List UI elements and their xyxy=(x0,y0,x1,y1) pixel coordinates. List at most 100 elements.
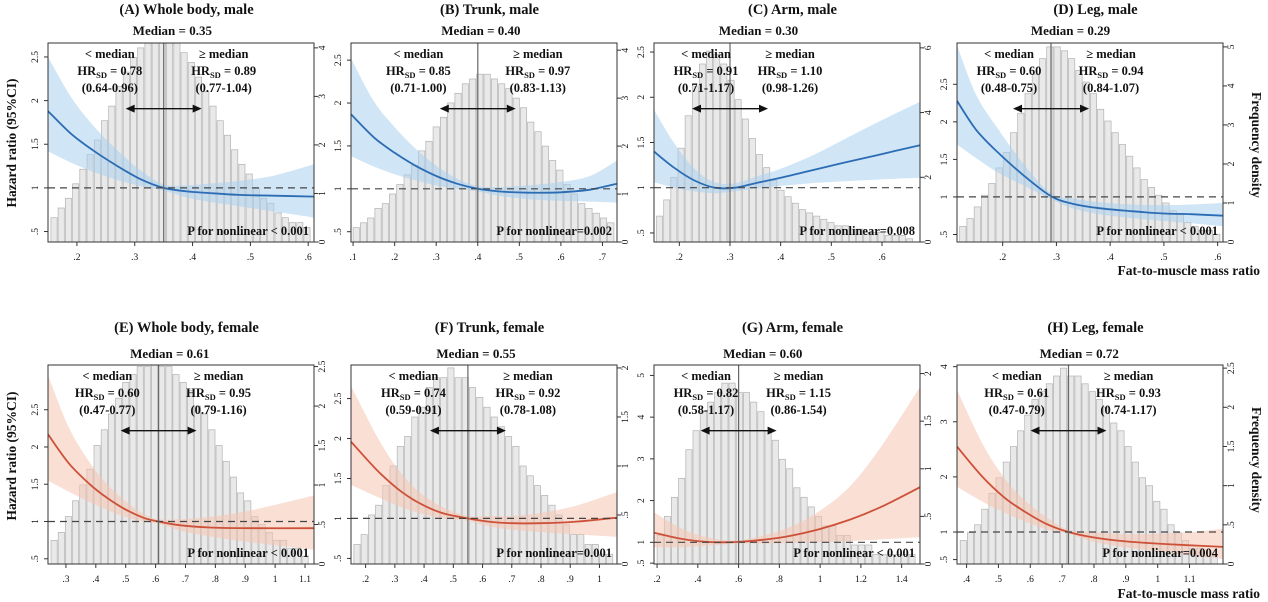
median-value-label: Median = 0.55 xyxy=(436,346,516,361)
x-tick-label: .2 xyxy=(653,575,660,585)
x-axis-ticks: .3 .4 .5 .6 .7 .8 .9 1 1.1 xyxy=(62,564,311,585)
y-axis-label-frequency-density-row1: Frequency density xyxy=(1249,92,1264,198)
histogram-bar xyxy=(209,105,217,242)
panel-H: (H) Leg, female .4 .5 .6 .7 .8 .9 1 1.1 .5 1 2 3 4 0.… xyxy=(937,301,1240,602)
x-tick-label: .4 xyxy=(777,253,784,263)
histogram-bar xyxy=(469,78,477,242)
hr-tick-label: .5 xyxy=(334,555,344,562)
plot-box xyxy=(47,42,315,243)
panel-B-title: (B) Trunk, male xyxy=(440,2,539,18)
annotation-ge-median: ≥ median HRSD = 0.93(0.74-1.17) xyxy=(1096,369,1161,417)
annotation-ge-median: ≥ median HRSD = 0.94(0.84-1.07) xyxy=(1079,47,1145,95)
histogram-bar xyxy=(870,231,878,242)
hr-tick-label: 3 xyxy=(637,456,647,461)
freq-axis-ticks: 0 .5 1 1.5 2 2.5 xyxy=(1223,362,1237,566)
histogram-bar xyxy=(1081,383,1089,564)
median-range-arrow xyxy=(429,426,506,435)
histogram-bar xyxy=(906,238,914,242)
histogram-bar xyxy=(166,43,174,242)
histogram-bar xyxy=(600,217,608,242)
x-tick-label: .9 xyxy=(242,575,249,585)
freq-tick-label: 4 xyxy=(621,48,631,53)
histogram-bar xyxy=(1131,461,1139,564)
panel-D: (D) Leg, male .2 .3 .4 .5 .6 .5 1 1.5 2 2.5 0 1 2 3 4 5… xyxy=(937,0,1240,301)
x-tick-label: .4 xyxy=(421,575,428,585)
annotation-ge-median: ≥ median HRSD = 0.97(0.83-1.13) xyxy=(505,47,570,95)
histogram-bar xyxy=(425,387,433,564)
histogram-bar xyxy=(490,416,498,564)
x-tick-label: .7 xyxy=(182,575,189,585)
arrow-head-left xyxy=(125,104,135,113)
hr-tick-label: 1.5 xyxy=(31,138,41,150)
histogram-bar xyxy=(432,377,440,564)
p-nonlinear-text: P for nonlinear < 0.001 xyxy=(793,546,915,560)
histogram-bar xyxy=(570,534,578,564)
panel-H-title: (H) Leg, female xyxy=(1047,320,1144,336)
histogram-bar xyxy=(360,222,368,242)
x-axis-ticks: .2 .3 .4 .5 .6 xyxy=(73,242,312,263)
freq-tick-label: 1 xyxy=(621,463,631,468)
histogram-bar xyxy=(967,532,974,564)
x-tick-label: .4 xyxy=(189,253,196,263)
ge-median-label: ≥ median xyxy=(513,47,563,61)
x-tick-label: 1 xyxy=(273,575,278,585)
histogram-bar xyxy=(858,544,866,564)
histogram xyxy=(352,73,615,242)
plot-area xyxy=(654,50,920,242)
histogram-bar xyxy=(179,382,187,564)
x-tick-label: .9 xyxy=(1122,575,1129,585)
histogram-bar xyxy=(1104,120,1112,242)
histogram-bar xyxy=(180,52,188,242)
hr-curve xyxy=(654,144,920,190)
plot-area xyxy=(351,58,617,242)
histogram-bar xyxy=(151,43,159,242)
hr-tick-label: 1 xyxy=(940,529,950,534)
lt-median-hr: HRSD = 0.61 xyxy=(984,386,1049,402)
x-tick-label: .4 xyxy=(474,253,481,263)
plot-area xyxy=(957,367,1223,564)
x-tick-label: .3 xyxy=(131,253,138,263)
arrow-head-left xyxy=(692,104,701,113)
hr-tick-label: .5 xyxy=(31,555,41,562)
histogram-bar xyxy=(779,458,786,564)
ge-median-ci: (0.74-1.17) xyxy=(1100,403,1156,417)
histogram-bar xyxy=(749,138,756,242)
histogram-bar xyxy=(57,207,65,242)
x-tick-label: .2 xyxy=(391,253,398,263)
annotation-ge-median: ≥ median HRSD = 1.10(0.98-1.26) xyxy=(758,47,823,95)
histogram-bar xyxy=(981,508,989,564)
hr-tick-label: 5 xyxy=(637,373,647,378)
histogram-bar xyxy=(1205,229,1213,242)
x-axis-ticks: .2 .3 .4 .5 .6 xyxy=(676,242,886,263)
histogram-bar xyxy=(734,99,742,242)
freq-tick-label: 2 xyxy=(1227,161,1237,166)
ge-median-label: ≥ median xyxy=(1086,47,1136,61)
freq-tick-label: 1 xyxy=(318,482,328,487)
ge-median-hr: HRSD = 0.94 xyxy=(1079,64,1145,80)
hr-tick-label: .5 xyxy=(637,559,647,566)
histogram-bar xyxy=(403,174,411,242)
histogram-bar xyxy=(498,83,506,242)
histogram-bar xyxy=(827,222,835,242)
x-tick-label: 1.4 xyxy=(896,575,908,585)
histogram-bar xyxy=(72,183,80,242)
histogram-bar xyxy=(137,47,145,242)
plot-box xyxy=(653,364,921,565)
lt-median-ci: (0.59-0.91) xyxy=(385,403,441,417)
p-nonlinear-text: P for nonlinear < 0.001 xyxy=(1096,224,1218,238)
histogram-bar xyxy=(850,544,858,564)
histogram-bar xyxy=(1082,81,1090,242)
ge-median-ci: (0.77-1.04) xyxy=(196,81,252,95)
histogram-bar xyxy=(813,215,821,242)
annotation-ge-median: ≥ median HRSD = 0.95(0.79-1.16) xyxy=(186,369,251,417)
histogram-bar xyxy=(440,377,448,564)
histogram-bar xyxy=(1111,132,1119,242)
panel-F: (F) Trunk, female .2.3.4.5.6.7.8.9 1.5 1 1.… xyxy=(331,301,634,602)
freq-tick-label: 3 xyxy=(318,94,328,99)
lt-median-hr: HRSD = 0.60 xyxy=(75,386,140,402)
hr-tick-label: 4 xyxy=(637,415,647,420)
freq-tick-label: 0 xyxy=(318,239,328,244)
freq-tick-label: 0 xyxy=(621,239,631,244)
panel-C-plot: .2 .3 .4 .5 .6 .5 1 1.5 2 2.5 0 2 4 6 Median = 0.30 < m… xyxy=(637,23,934,263)
histogram-bar xyxy=(512,97,520,242)
